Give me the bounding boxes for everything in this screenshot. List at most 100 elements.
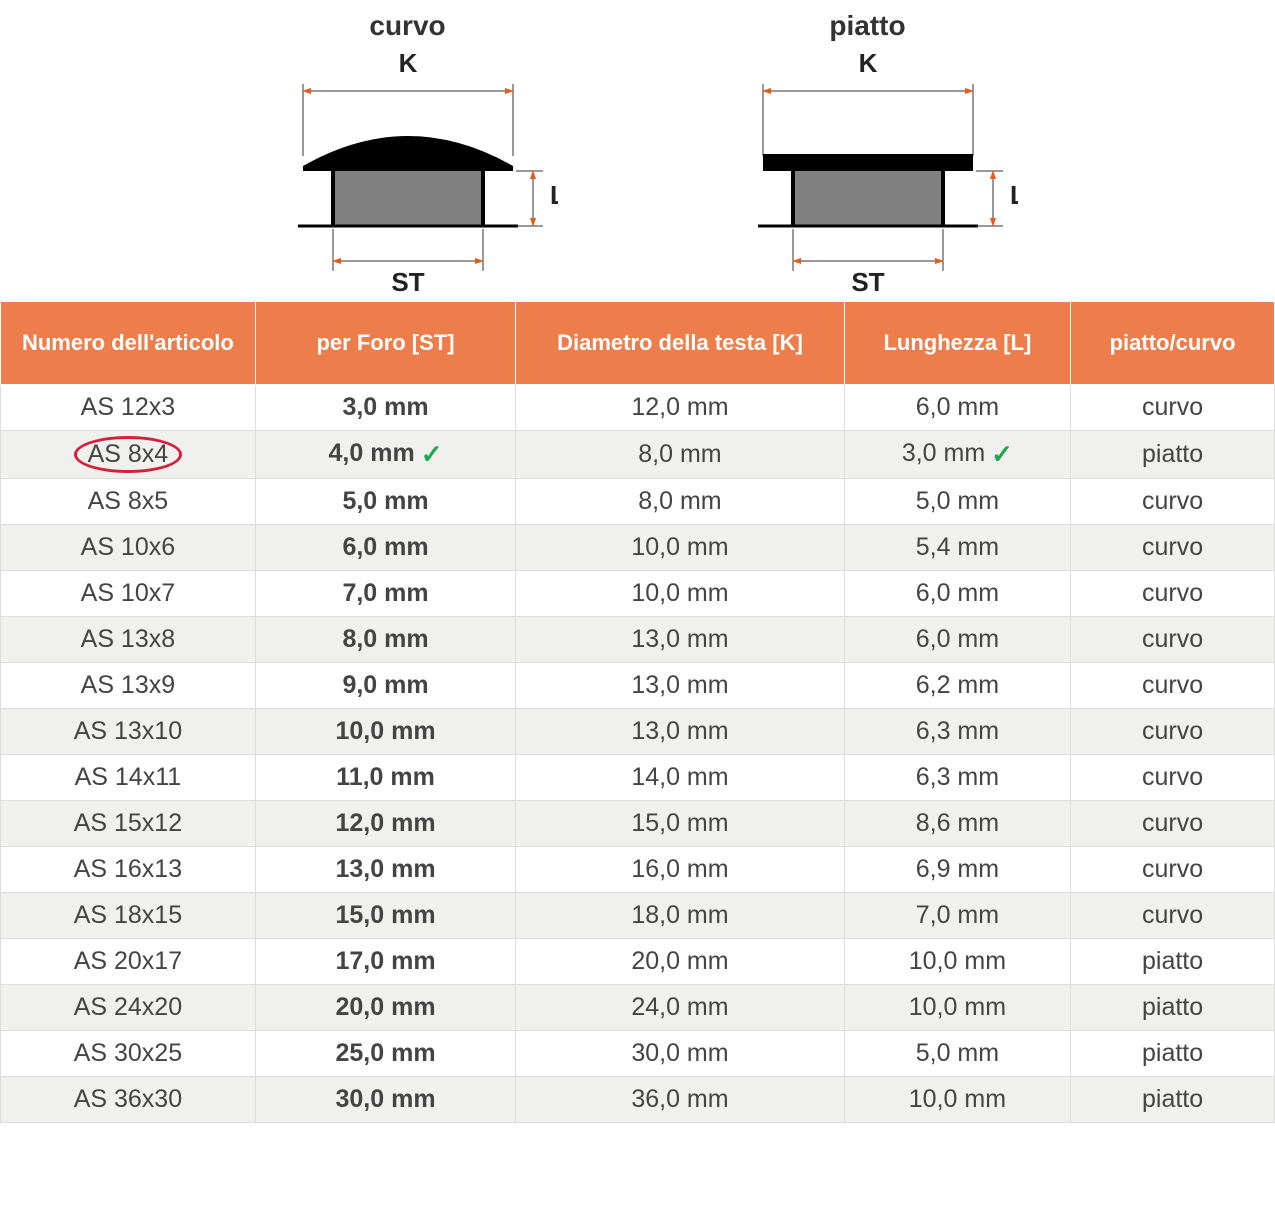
cell-article: AS 8x4 bbox=[1, 431, 256, 479]
table-row: AS 13x99,0 mm13,0 mm6,2 mmcurvo bbox=[1, 663, 1275, 709]
cell-l: 10,0 mm bbox=[844, 1077, 1070, 1123]
cell-type: curvo bbox=[1071, 525, 1275, 571]
cell-k: 13,0 mm bbox=[516, 617, 844, 663]
cell-l: 7,0 mm bbox=[844, 893, 1070, 939]
cell-st: 30,0 mm bbox=[255, 1077, 515, 1123]
cell-k: 24,0 mm bbox=[516, 985, 844, 1031]
table-body: AS 12x33,0 mm12,0 mm6,0 mmcurvoAS 8x44,0… bbox=[1, 385, 1275, 1123]
cell-article: AS 18x15 bbox=[1, 893, 256, 939]
diagrams-row: curvo K bbox=[0, 0, 1275, 301]
cell-type: curvo bbox=[1071, 755, 1275, 801]
table-header-row: Numero dell'articolo per Foro [ST] Diame… bbox=[1, 302, 1275, 385]
cell-st: 15,0 mm bbox=[255, 893, 515, 939]
table-row: AS 12x33,0 mm12,0 mm6,0 mmcurvo bbox=[1, 385, 1275, 431]
cell-type: piatto bbox=[1071, 939, 1275, 985]
label-st: ST bbox=[391, 267, 424, 296]
cell-article: AS 20x17 bbox=[1, 939, 256, 985]
diagram-piatto-svg: K L ST bbox=[718, 46, 1018, 296]
check-icon: ✓ bbox=[421, 439, 443, 470]
diagram-curvo-title: curvo bbox=[258, 10, 558, 42]
diagram-piatto: piatto K L ST bbox=[718, 10, 1018, 301]
cell-st: 7,0 mm bbox=[255, 571, 515, 617]
cell-st: 25,0 mm bbox=[255, 1031, 515, 1077]
cell-article: AS 10x7 bbox=[1, 571, 256, 617]
cell-l: 5,0 mm bbox=[844, 479, 1070, 525]
cell-st: 8,0 mm bbox=[255, 617, 515, 663]
cell-article: AS 8x5 bbox=[1, 479, 256, 525]
cell-st: 6,0 mm bbox=[255, 525, 515, 571]
table-row: AS 30x2525,0 mm30,0 mm5,0 mmpiatto bbox=[1, 1031, 1275, 1077]
table-row: AS 13x1010,0 mm13,0 mm6,3 mmcurvo bbox=[1, 709, 1275, 755]
cell-type: piatto bbox=[1071, 985, 1275, 1031]
cell-st: 20,0 mm bbox=[255, 985, 515, 1031]
cell-k: 30,0 mm bbox=[516, 1031, 844, 1077]
cell-st: 5,0 mm bbox=[255, 479, 515, 525]
diagram-curvo: curvo K bbox=[258, 10, 558, 301]
cell-type: curvo bbox=[1071, 893, 1275, 939]
cell-st: 4,0 mm✓ bbox=[255, 431, 515, 479]
cell-st: 13,0 mm bbox=[255, 847, 515, 893]
header-l: Lunghezza [L] bbox=[844, 302, 1070, 385]
table-row: AS 36x3030,0 mm36,0 mm10,0 mmpiatto bbox=[1, 1077, 1275, 1123]
cell-st: 11,0 mm bbox=[255, 755, 515, 801]
cell-k: 16,0 mm bbox=[516, 847, 844, 893]
cell-st: 3,0 mm bbox=[255, 385, 515, 431]
cell-l: 6,2 mm bbox=[844, 663, 1070, 709]
cell-type: piatto bbox=[1071, 1077, 1275, 1123]
cell-k: 14,0 mm bbox=[516, 755, 844, 801]
header-st: per Foro [ST] bbox=[255, 302, 515, 385]
table-row: AS 16x1313,0 mm16,0 mm6,9 mmcurvo bbox=[1, 847, 1275, 893]
cell-type: piatto bbox=[1071, 431, 1275, 479]
cell-l: 5,0 mm bbox=[844, 1031, 1070, 1077]
cell-k: 8,0 mm bbox=[516, 431, 844, 479]
header-article: Numero dell'articolo bbox=[1, 302, 256, 385]
label-l: L bbox=[550, 180, 558, 210]
cell-l: 6,9 mm bbox=[844, 847, 1070, 893]
cell-l: 6,0 mm bbox=[844, 617, 1070, 663]
cell-k: 36,0 mm bbox=[516, 1077, 844, 1123]
cell-l: 5,4 mm bbox=[844, 525, 1070, 571]
cell-article: AS 16x13 bbox=[1, 847, 256, 893]
table-row: AS 20x1717,0 mm20,0 mm10,0 mmpiatto bbox=[1, 939, 1275, 985]
cell-k: 12,0 mm bbox=[516, 385, 844, 431]
cell-l: 6,3 mm bbox=[844, 709, 1070, 755]
cell-article: AS 13x8 bbox=[1, 617, 256, 663]
cell-type: curvo bbox=[1071, 385, 1275, 431]
label-k: K bbox=[398, 48, 417, 78]
cell-type: curvo bbox=[1071, 663, 1275, 709]
cell-article: AS 36x30 bbox=[1, 1077, 256, 1123]
header-type: piatto/curvo bbox=[1071, 302, 1275, 385]
spec-table: Numero dell'articolo per Foro [ST] Diame… bbox=[0, 301, 1275, 1123]
table-row: AS 10x66,0 mm10,0 mm5,4 mmcurvo bbox=[1, 525, 1275, 571]
cell-st: 9,0 mm bbox=[255, 663, 515, 709]
cell-article: AS 13x10 bbox=[1, 709, 256, 755]
highlight-circle-icon bbox=[74, 436, 183, 473]
cell-l: 6,0 mm bbox=[844, 571, 1070, 617]
label-st: ST bbox=[851, 267, 884, 296]
check-icon: ✓ bbox=[991, 439, 1013, 470]
cell-k: 13,0 mm bbox=[516, 709, 844, 755]
cell-k: 8,0 mm bbox=[516, 479, 844, 525]
table-row: AS 15x1212,0 mm15,0 mm8,6 mmcurvo bbox=[1, 801, 1275, 847]
cell-l: 8,6 mm bbox=[844, 801, 1070, 847]
cell-article: AS 24x20 bbox=[1, 985, 256, 1031]
diagram-piatto-title: piatto bbox=[718, 10, 1018, 42]
cell-k: 10,0 mm bbox=[516, 571, 844, 617]
cell-type: curvo bbox=[1071, 617, 1275, 663]
cell-article: AS 13x9 bbox=[1, 663, 256, 709]
cell-st: 10,0 mm bbox=[255, 709, 515, 755]
cell-l: 10,0 mm bbox=[844, 985, 1070, 1031]
table-row: AS 10x77,0 mm10,0 mm6,0 mmcurvo bbox=[1, 571, 1275, 617]
cell-type: curvo bbox=[1071, 571, 1275, 617]
cell-article: AS 30x25 bbox=[1, 1031, 256, 1077]
cell-type: curvo bbox=[1071, 801, 1275, 847]
cell-type: curvo bbox=[1071, 847, 1275, 893]
cell-l: 6,3 mm bbox=[844, 755, 1070, 801]
label-k: K bbox=[858, 48, 877, 78]
table-row: AS 13x88,0 mm13,0 mm6,0 mmcurvo bbox=[1, 617, 1275, 663]
cell-k: 10,0 mm bbox=[516, 525, 844, 571]
cell-article: AS 15x12 bbox=[1, 801, 256, 847]
label-l: L bbox=[1010, 180, 1018, 210]
table-row: AS 8x55,0 mm8,0 mm5,0 mmcurvo bbox=[1, 479, 1275, 525]
cell-article: AS 12x3 bbox=[1, 385, 256, 431]
